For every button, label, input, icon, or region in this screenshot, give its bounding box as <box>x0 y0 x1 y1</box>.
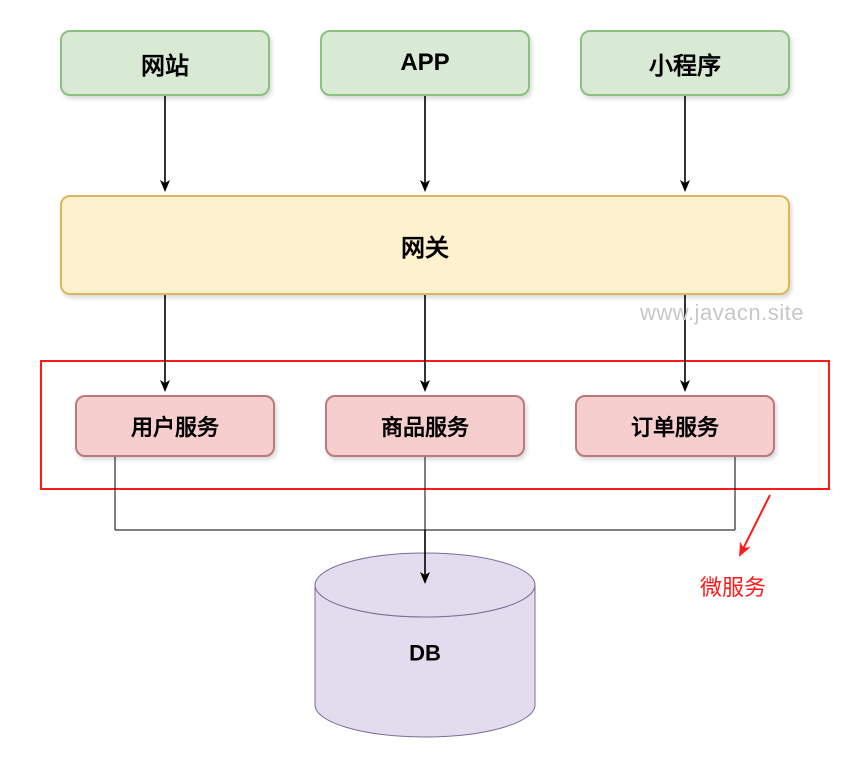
gateway-node: 网关 <box>60 195 790 295</box>
db-label: DB <box>409 641 441 666</box>
gateway-label: 网关 <box>401 228 449 263</box>
client-label: APP <box>400 49 449 77</box>
client-node-mini: 小程序 <box>580 30 790 96</box>
diagram-canvas: 网站 APP 小程序 网关 用户服务 商品服务 订单服务 DB www.javacn.s… <box>0 0 863 775</box>
client-node-website: 网站 <box>60 30 270 96</box>
client-label: 网站 <box>141 46 189 81</box>
watermark-text: www.javacn.site <box>640 300 804 326</box>
microservice-annotation-label: 微服务 <box>700 570 766 602</box>
service-node-user: 用户服务 <box>75 395 275 457</box>
service-node-product: 商品服务 <box>325 395 525 457</box>
client-node-app: APP <box>320 30 530 96</box>
service-label: 订单服务 <box>631 410 719 442</box>
service-label: 商品服务 <box>381 410 469 442</box>
client-label: 小程序 <box>649 46 721 81</box>
service-label: 用户服务 <box>131 410 219 442</box>
service-node-order: 订单服务 <box>575 395 775 457</box>
